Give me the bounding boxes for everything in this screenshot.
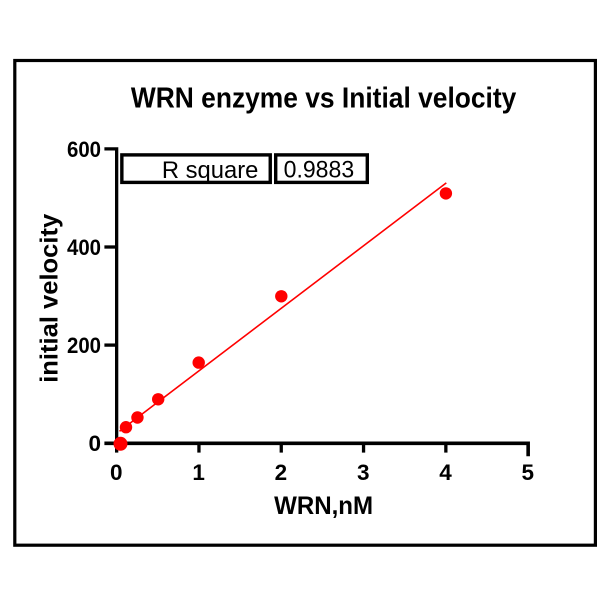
svg-text:WRN,nM: WRN,nM: [274, 492, 373, 520]
svg-text:1: 1: [192, 460, 205, 485]
svg-text:0.9883: 0.9883: [284, 157, 355, 184]
svg-text:3: 3: [357, 460, 370, 485]
svg-text:4: 4: [439, 460, 452, 485]
svg-text:200: 200: [67, 333, 101, 358]
svg-text:0: 0: [110, 460, 123, 485]
svg-text:2: 2: [275, 460, 288, 485]
svg-text:R square: R square: [162, 157, 259, 184]
svg-text:600: 600: [67, 137, 101, 162]
svg-text:5: 5: [522, 460, 535, 485]
svg-text:0: 0: [88, 431, 101, 456]
svg-text:initial velocity: initial velocity: [36, 214, 64, 383]
svg-text:WRN enzyme vs Initial velocity: WRN enzyme vs Initial velocity: [131, 82, 517, 114]
svg-text:400: 400: [67, 235, 101, 260]
